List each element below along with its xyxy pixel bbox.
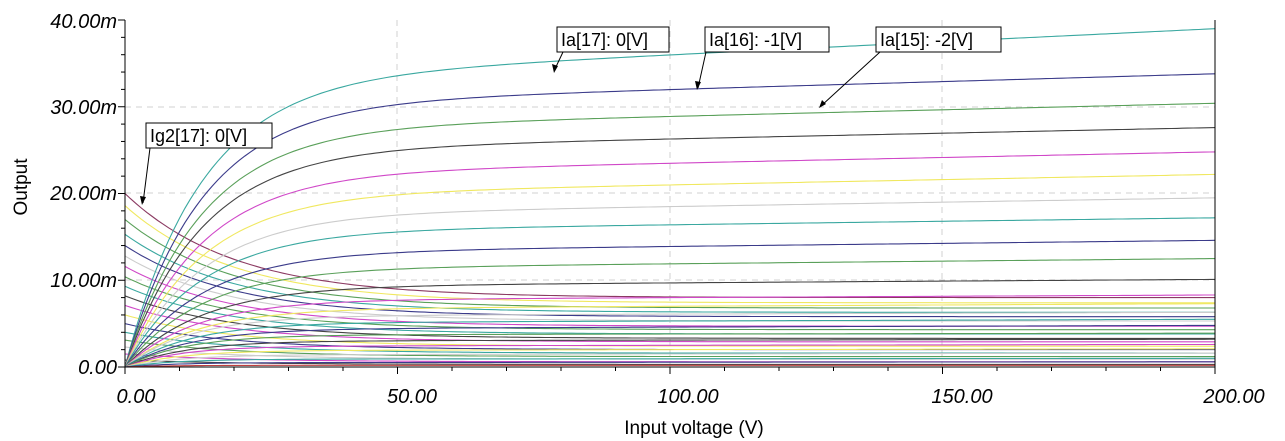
annotation-ia16: Ia[16]: -1[V]	[695, 26, 830, 90]
screen-current-series-line	[124, 233, 1215, 313]
annotation-ig2-17: Ig2[17]: 0[V]	[140, 122, 273, 205]
screen-current-series-line	[124, 359, 1215, 365]
anode-current-series-line	[124, 303, 1215, 368]
annotation-label: Ia[15]: -2[V]	[880, 30, 973, 50]
x-tick-label: 200.00	[1202, 386, 1264, 408]
anode-current-series-line	[124, 73, 1216, 368]
screen-current-series-line	[124, 304, 1215, 343]
anode-current-series-line	[124, 278, 1215, 368]
x-tick-label: 50.00	[387, 386, 437, 408]
minor-ticks	[118, 19, 1216, 374]
y-tick-label: 20.00m	[49, 183, 117, 205]
anode-current-series-line	[124, 258, 1215, 368]
annotation-box	[704, 26, 830, 53]
anode-current-series-line	[124, 364, 1215, 368]
axes-layer	[118, 19, 1216, 374]
annotation-arrowhead	[695, 81, 701, 90]
anode-current-series-line	[124, 338, 1215, 368]
anode-current-series-line	[124, 357, 1215, 368]
y-axis-title: Output	[11, 158, 32, 216]
screen-current-series-line	[124, 314, 1215, 347]
screen-current-series-line	[124, 339, 1215, 358]
anode-current-series-line	[124, 102, 1216, 368]
anode-current-series-line	[124, 324, 1215, 368]
x-tick-label: 0.00	[117, 386, 156, 408]
annotation-box	[556, 26, 670, 53]
anode-current-series-line	[124, 348, 1215, 368]
anode-current-series-line	[124, 343, 1216, 368]
screen-current-series-line	[124, 276, 1215, 331]
anode-current-series-line	[124, 239, 1216, 368]
anode-current-series-line	[124, 197, 1216, 368]
anode-current-series-line	[124, 217, 1216, 368]
anode-current-series-line	[124, 294, 1215, 368]
annotation-arrowhead	[552, 64, 558, 73]
annotation-label: Ia[16]: -1[V]	[709, 30, 802, 50]
screen-current-series-line	[124, 205, 1215, 304]
anode-current-series-line	[124, 151, 1216, 368]
x-tick-label: 150.00	[931, 386, 992, 408]
x-tick-label: 100.00	[657, 386, 718, 408]
anode-current-series-line	[124, 332, 1215, 368]
screen-current-series-line	[124, 193, 1215, 299]
anode-current-series-line	[124, 28, 1216, 368]
annotation-arrowhead	[140, 196, 146, 205]
annotation-leader-line	[820, 51, 881, 107]
x-tick-labels: 0.00 50.00 100.00 150.00 200.00	[117, 386, 1265, 408]
y-tick-label: 0.00	[78, 357, 117, 379]
anode-current-series-line	[124, 173, 1216, 368]
anode-current-series-line	[124, 311, 1216, 368]
annotation-leader-line	[142, 147, 151, 204]
anode-current-series-line	[124, 361, 1215, 368]
screen-current-series-line	[124, 245, 1215, 318]
anode-current-series-line	[124, 318, 1215, 368]
annotation-label: Ia[17]: 0[V]	[561, 30, 648, 50]
annotation-box	[875, 26, 1002, 53]
anode-current-series-line	[124, 127, 1216, 368]
series-layer	[124, 28, 1216, 368]
y-tick-label: 40.00m	[50, 11, 117, 33]
annotation-ia15: Ia[15]: -2[V]	[819, 26, 1002, 108]
x-axis-title: Input voltage (V)	[624, 418, 763, 439]
y-tick-labels: 0.00 10.00m 20.00m 30.00m 40.00m	[49, 11, 117, 379]
annotation-box	[145, 122, 273, 149]
annotation-label: Ig2[17]: 0[V]	[150, 126, 247, 146]
y-tick-label: 10.00m	[50, 270, 117, 292]
anode-current-series-line	[124, 352, 1215, 368]
y-tick-label: 30.00m	[50, 97, 117, 119]
annotation-ia17: Ia[17]: 0[V]	[552, 26, 670, 73]
annotation-arrowhead	[819, 100, 826, 108]
screen-current-series-line	[124, 219, 1215, 309]
